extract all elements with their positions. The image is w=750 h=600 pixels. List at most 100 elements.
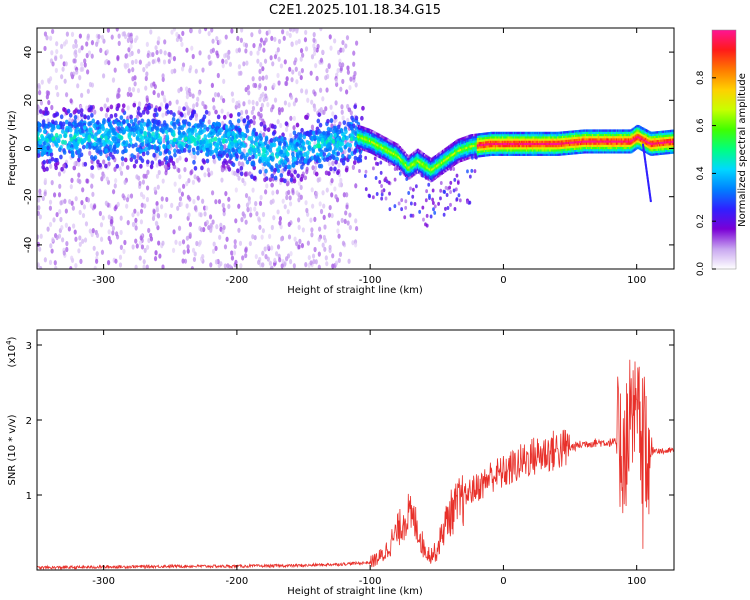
spectrogram-cell — [524, 138, 527, 141]
spectrogram-cell — [385, 155, 388, 158]
spectrogram-cell — [85, 144, 89, 149]
spectrogram-cell — [400, 154, 403, 157]
spectrogram-cell — [333, 186, 337, 192]
spectrogram-cell — [501, 136, 505, 139]
spectrogram-cell — [455, 148, 458, 152]
spectrogram-cell — [566, 148, 569, 151]
spectrogram-cell — [479, 139, 482, 143]
spectrogram-cell — [98, 162, 102, 168]
spectrogram-cell — [368, 137, 372, 141]
spectrogram-cell — [576, 151, 579, 155]
spectrogram-heatmap — [37, 28, 674, 269]
spectrogram-cell — [62, 250, 66, 256]
spectrogram-cell — [337, 162, 341, 168]
spectrogram-cell — [583, 129, 586, 132]
spectrogram-cell — [217, 122, 222, 127]
spectrogram-cell — [55, 211, 59, 218]
spectrogram-cell — [388, 139, 391, 142]
spectrogram-cell — [459, 140, 463, 143]
spectrogram-cell — [304, 262, 308, 268]
spectrogram-cell — [121, 193, 125, 199]
spectrogram-cell — [486, 153, 489, 157]
spectrogram-cell — [523, 134, 526, 137]
spectrogram-cell — [367, 132, 370, 136]
spectrogram-cell — [483, 147, 487, 151]
spectrogram-cell — [441, 169, 445, 172]
spectrogram-cell — [278, 216, 283, 222]
spectrogram-cell — [564, 152, 567, 156]
spectrogram-cell — [427, 158, 430, 162]
spectrogram-cell — [292, 178, 297, 184]
spectrogram-cell — [545, 142, 548, 146]
spectrogram-cell — [222, 133, 227, 139]
spectrogram-cell — [486, 136, 489, 140]
spectrogram-cell — [327, 212, 332, 218]
spectrogram-cell — [380, 154, 384, 158]
spectrogram-cell — [77, 48, 82, 54]
spectrogram-cell — [443, 148, 446, 152]
spectrogram-cell — [329, 45, 333, 51]
spectrogram-cell — [326, 118, 330, 124]
spectrogram-cell — [131, 221, 136, 228]
spectrogram-cell — [547, 140, 550, 143]
spectrogram-cell — [264, 168, 268, 174]
spectrogram-cell — [579, 140, 583, 143]
spectrogram-cell — [216, 92, 221, 98]
spectrogram-cell — [382, 148, 385, 152]
spectrogram-cell — [465, 153, 469, 156]
spectrogram-cell — [483, 136, 487, 140]
spectrogram-cell — [211, 47, 215, 53]
spectrogram-cell — [311, 148, 316, 154]
spectrogram-cell — [504, 153, 507, 156]
spectrogram-cell — [503, 144, 506, 148]
spectrogram-cell — [379, 136, 382, 140]
spectrogram-cell — [558, 146, 561, 150]
spectrogram-cell — [542, 134, 545, 137]
spectrogram-cell — [391, 162, 394, 166]
spectrogram-cell — [41, 122, 46, 128]
spectrogram-cell — [152, 112, 157, 118]
spectrogram-cell — [415, 160, 418, 163]
spectrogram-cell — [160, 128, 165, 134]
spectrogram-cell — [519, 153, 523, 156]
spectrogram-cell — [545, 140, 548, 143]
spectrogram-cell — [289, 173, 294, 178]
spectrogram-cell — [361, 139, 364, 142]
spectrogram-cell — [248, 206, 253, 212]
spectrogram-cell — [476, 148, 479, 152]
spectrogram-cell — [564, 137, 567, 141]
spectrogram-cell — [390, 146, 393, 150]
spectrogram-cell — [334, 159, 338, 165]
spectrogram-cell — [431, 164, 434, 167]
spectrogram-cell — [513, 136, 517, 139]
spectrogram-cell — [570, 130, 573, 134]
spectrogram-cell — [581, 142, 584, 146]
spectrogram-cell — [475, 144, 478, 147]
spectrogram-cell — [482, 147, 485, 151]
spectrogram-cell — [115, 28, 119, 32]
spectrogram-cell — [570, 152, 573, 155]
spectrogram-cell — [379, 156, 382, 159]
spectrogram-cell — [294, 97, 298, 103]
spectrogram-cell — [435, 175, 439, 179]
spectrogram-cell — [373, 142, 376, 145]
spectrogram-cell — [388, 145, 391, 149]
spectrogram-cell — [479, 135, 482, 138]
spectrogram-cell — [491, 131, 494, 135]
spectrogram-cell — [383, 156, 386, 159]
spectrogram-cell — [429, 158, 433, 161]
spectrogram-cell — [161, 264, 165, 269]
spectrogram-cell — [169, 158, 174, 163]
spectrogram-cell — [46, 226, 50, 232]
spectrogram-cell — [505, 142, 508, 146]
spectrogram-cell — [446, 152, 449, 156]
spectrogram-cell — [188, 68, 192, 74]
spectrogram-cell — [467, 141, 470, 145]
spectrogram-cell — [306, 240, 310, 246]
spectrogram-cell — [394, 144, 397, 147]
spectrogram-cell — [373, 150, 376, 154]
spectrogram-cell — [546, 136, 549, 139]
spectrogram-cell — [311, 253, 316, 259]
spectrogram-cell — [521, 149, 524, 152]
spectrogram-cell — [567, 130, 571, 134]
